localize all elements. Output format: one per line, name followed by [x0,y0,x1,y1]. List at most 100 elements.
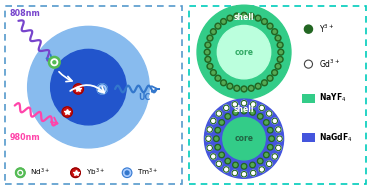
Circle shape [250,102,256,107]
Circle shape [205,42,211,48]
Circle shape [214,136,219,141]
Circle shape [257,114,263,119]
Text: Nd$^{3+}$: Nd$^{3+}$ [31,167,51,178]
Circle shape [216,161,222,167]
Circle shape [251,111,254,114]
Circle shape [272,118,278,124]
Circle shape [276,127,281,132]
Circle shape [228,17,231,20]
Circle shape [206,43,209,46]
Circle shape [269,129,272,132]
Circle shape [304,25,312,33]
Circle shape [241,86,247,92]
Circle shape [255,15,261,21]
Circle shape [205,56,211,62]
Circle shape [263,81,266,84]
Circle shape [211,70,217,76]
Text: core: core [234,48,253,57]
Circle shape [216,129,219,132]
Circle shape [97,84,108,94]
Circle shape [250,15,253,18]
Circle shape [212,71,215,74]
Circle shape [267,23,273,29]
Circle shape [235,15,238,18]
Circle shape [211,29,217,35]
Circle shape [234,13,240,19]
Circle shape [243,14,246,17]
Circle shape [225,114,231,119]
Circle shape [273,71,276,74]
Circle shape [275,63,281,69]
Text: NaGdF$_4$: NaGdF$_4$ [318,132,352,144]
Circle shape [264,120,269,125]
Circle shape [216,111,222,116]
Text: Y$^{3+}$: Y$^{3+}$ [318,23,334,35]
Circle shape [250,87,253,90]
Circle shape [241,108,247,114]
Circle shape [304,60,312,68]
Circle shape [207,35,213,41]
Circle shape [233,110,238,115]
Circle shape [232,170,238,176]
Circle shape [207,127,212,132]
Circle shape [219,152,224,158]
Text: UC: UC [138,93,151,102]
Circle shape [220,153,223,156]
Circle shape [269,146,272,149]
Circle shape [262,19,267,24]
Circle shape [263,20,266,23]
Circle shape [265,153,268,156]
Circle shape [48,56,60,68]
Circle shape [262,80,267,86]
Circle shape [250,110,255,115]
Circle shape [219,120,224,125]
Text: Tm$^{3+}$: Tm$^{3+}$ [137,167,159,178]
Circle shape [269,77,272,80]
Circle shape [222,20,225,23]
Circle shape [248,85,254,91]
Circle shape [241,12,247,18]
Circle shape [222,81,225,84]
Circle shape [206,58,209,61]
Text: Yb$^{3+}$: Yb$^{3+}$ [86,167,105,178]
Circle shape [220,121,223,124]
Circle shape [207,145,212,151]
Circle shape [250,162,255,168]
Circle shape [223,118,265,160]
Circle shape [197,5,291,99]
Circle shape [276,37,279,40]
Circle shape [215,23,221,29]
Circle shape [264,152,269,158]
Circle shape [243,110,246,112]
Circle shape [211,154,216,159]
Circle shape [234,163,237,167]
Circle shape [269,136,275,141]
Circle shape [53,61,56,64]
Circle shape [241,171,247,177]
Circle shape [276,65,279,68]
Circle shape [266,161,272,167]
Text: Gd$^{3+}$: Gd$^{3+}$ [318,58,340,70]
Circle shape [51,59,58,66]
Circle shape [267,75,273,81]
Circle shape [272,70,278,76]
Circle shape [234,111,237,114]
Circle shape [257,158,263,164]
Circle shape [51,49,126,125]
Circle shape [272,154,278,159]
Circle shape [204,49,210,55]
Circle shape [255,83,261,89]
Circle shape [211,118,216,124]
Circle shape [224,167,229,172]
Circle shape [16,168,25,177]
Circle shape [273,30,276,33]
Circle shape [225,158,231,164]
Circle shape [232,102,238,107]
Text: shell: shell [234,105,254,114]
Circle shape [269,25,272,28]
Circle shape [265,121,268,124]
Circle shape [241,100,247,106]
Circle shape [259,167,264,172]
Circle shape [18,170,23,175]
Circle shape [28,26,149,148]
